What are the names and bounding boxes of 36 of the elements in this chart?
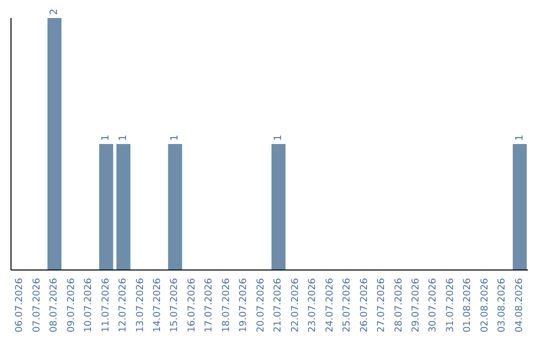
x-tick-label: 07.07.2026 xyxy=(31,278,42,332)
x-tick-label: 20.07.2026 xyxy=(255,278,266,332)
data-label: 1 xyxy=(514,134,526,141)
x-tick-label: 27.07.2026 xyxy=(376,278,388,332)
x-tick-label: 24.07.2026 xyxy=(324,278,336,332)
x-tick-label: 31.07.2026 xyxy=(444,278,456,332)
x-tick-label: 26.07.2026 xyxy=(358,278,370,332)
x-tick-label: 04.08.2026 xyxy=(514,278,525,332)
x-tick-label: 19.07.2026 xyxy=(238,278,250,332)
data-label: 1 xyxy=(118,134,129,141)
data-label: 1 xyxy=(273,134,284,141)
x-tick-label: 18.07.2026 xyxy=(220,278,232,332)
x-tick-label: 08.07.2026 xyxy=(48,278,60,332)
data-label: 1 xyxy=(170,134,181,141)
data-label: 1 xyxy=(100,134,112,141)
x-tick-label: 29.07.2026 xyxy=(410,278,422,332)
x-tick-label: 01.08.2026 xyxy=(462,278,474,332)
x-tick-label: 16.07.2026 xyxy=(186,278,198,332)
x-tick-label: 13.07.2026 xyxy=(134,278,146,332)
x-tick-label: 17.07.2026 xyxy=(204,278,215,332)
x-tick-label: 25.07.2026 xyxy=(342,278,353,332)
data-label: 2 xyxy=(48,8,60,15)
x-tick-label: 10.07.2026 xyxy=(83,278,94,332)
x-tick-label: 21.07.2026 xyxy=(272,278,284,332)
x-tick-label: 03.08.2026 xyxy=(496,278,508,332)
x-tick-label: 12.07.2026 xyxy=(118,278,129,332)
x-tick-label: 11.07.2026 xyxy=(100,278,112,332)
x-tick-label: 02.08.2026 xyxy=(479,278,490,332)
x-tick-label: 06.07.2026 xyxy=(14,278,26,332)
x-tick-label: 09.07.2026 xyxy=(66,278,77,332)
x-tick-label: 14.07.2026 xyxy=(152,278,163,332)
x-tick-label: 15.07.2026 xyxy=(169,278,180,332)
x-tick-label: 30.07.2026 xyxy=(428,278,439,332)
x-tick-label: 28.07.2026 xyxy=(393,278,404,332)
x-tick-label: 23.07.2026 xyxy=(307,278,318,332)
x-tick-label: 22.07.2026 xyxy=(290,278,301,332)
